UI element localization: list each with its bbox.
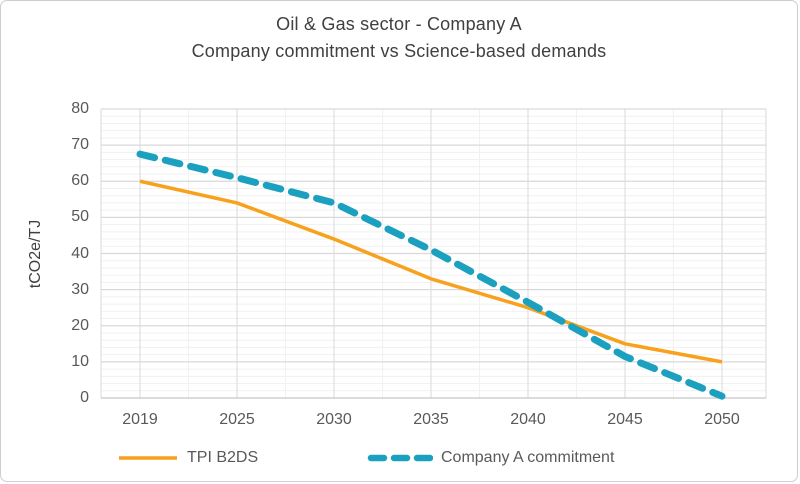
x-tick-label: 2050 (704, 411, 740, 428)
legend-solid-line-swatch (119, 456, 177, 460)
x-tick-label: 2019 (122, 411, 158, 428)
y-tick-label: 50 (71, 208, 89, 226)
legend-item-tpi-b2ds: TPI B2DS (117, 449, 258, 467)
series-line-company-a-commitment (136, 150, 726, 400)
legend-dashed-line-swatch (367, 454, 433, 462)
legend-label-tpi-b2ds: TPI B2DS (187, 449, 259, 466)
y-tick-label: 70 (71, 136, 89, 154)
legend: TPI B2DS Company A commitment (1, 449, 797, 475)
chart-title-line2: Company commitment vs Science-based dema… (191, 41, 607, 61)
chart-title-line1: Oil & Gas sector - Company A (276, 14, 522, 34)
series-line-tpi-b2ds (139, 179, 723, 364)
y-tick-label: 20 (71, 316, 89, 334)
y-tick-label: 60 (71, 172, 89, 190)
x-tick-label: 2035 (413, 411, 449, 428)
x-tick-label: 2045 (607, 411, 643, 428)
y-tick-label: 10 (71, 352, 89, 370)
legend-label-company-a-commitment: Company A commitment (441, 449, 615, 466)
chart-title: Oil & Gas sector - Company A Company com… (1, 11, 797, 65)
y-tick-label: 30 (71, 280, 89, 298)
x-tick-label: 2040 (510, 411, 546, 428)
x-tick-label: 2030 (316, 411, 352, 428)
y-tick-label: 80 (71, 100, 89, 117)
y-tick-label: 0 (80, 389, 89, 406)
legend-item-company-a-commitment: Company A commitment (367, 449, 614, 467)
y-tick-label: 40 (71, 244, 89, 262)
x-tick-label: 2025 (219, 411, 255, 428)
